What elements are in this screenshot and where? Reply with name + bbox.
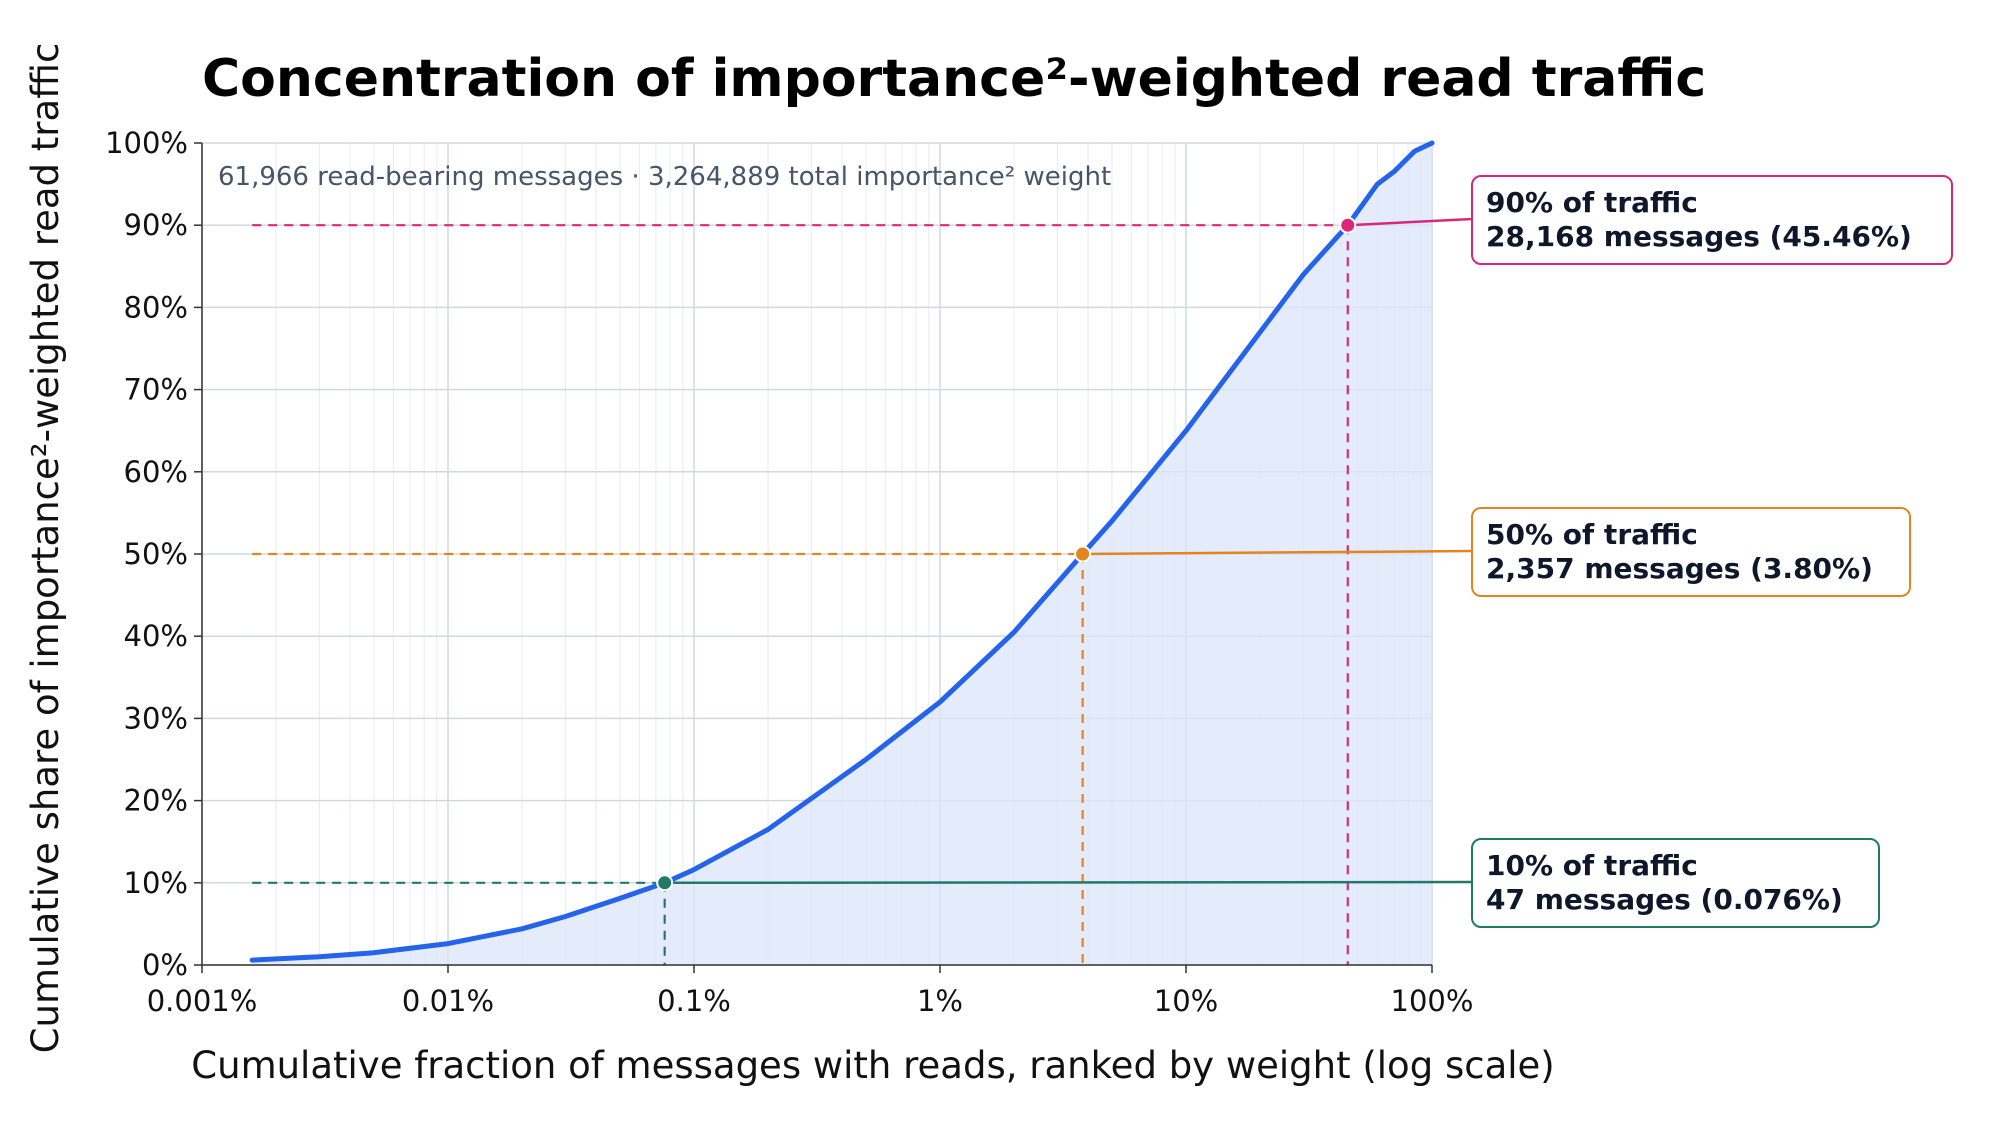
p90-label-line1: 90% of traffic xyxy=(1486,186,1698,219)
p10-connector xyxy=(664,880,1473,885)
y-tick-label: 30% xyxy=(124,701,188,735)
area-fill xyxy=(252,143,1433,965)
chart-title: Concentration of importance²-weighted re… xyxy=(202,49,1706,109)
p50-label-line2: 2,357 messages (3.80%) xyxy=(1486,552,1873,585)
p90-marker xyxy=(1339,216,1357,234)
y-tick-label: 20% xyxy=(124,784,188,818)
p50-label-box xyxy=(1471,507,1911,597)
plot-area: 0.001% 0.01% 0.1% 1% 10% 100% 0% 10% 20% 30% 40% 50… xyxy=(105,126,1473,1018)
y-tick-label: 50% xyxy=(124,537,188,571)
y-axis-label: Cumulative share of importance²-weighted… xyxy=(24,43,67,1054)
y-tick-label: 10% xyxy=(124,866,188,900)
p10-label-box xyxy=(1471,838,1880,928)
p10-label-line2: 47 messages (0.076%) xyxy=(1486,883,1843,916)
p50-marker xyxy=(1074,545,1092,563)
p50-connector xyxy=(1082,549,1473,556)
p10-marker xyxy=(656,874,674,892)
cumulative-curve xyxy=(249,140,1435,963)
guide-lines xyxy=(252,224,1349,965)
y-tick-label: 100% xyxy=(105,126,188,160)
y-tick-label: 80% xyxy=(124,290,188,324)
x-tick-label: 100% xyxy=(1391,984,1474,1018)
y-tick-label: 90% xyxy=(124,208,188,242)
x-tick-label: 0.001% xyxy=(147,984,258,1018)
y-tick-label: 60% xyxy=(124,455,188,489)
y-tick-label: 40% xyxy=(124,619,188,653)
chart-subtitle: 61,966 read-bearing messages · 3,264,889… xyxy=(218,162,1111,192)
y-tick-label: 0% xyxy=(142,948,188,982)
x-axis-label: Cumulative fraction of messages with rea… xyxy=(191,1044,1554,1087)
x-tick-label: 0.1% xyxy=(657,984,731,1018)
p50-label-line1: 50% of traffic xyxy=(1486,518,1698,551)
p90-label-line2: 28,168 messages (45.46%) xyxy=(1486,220,1912,253)
y-tick-label: 70% xyxy=(124,373,188,407)
x-tick-label: 1% xyxy=(917,984,963,1018)
x-tick-label: 10% xyxy=(1154,984,1218,1018)
p10-label-line1: 10% of traffic xyxy=(1486,849,1698,882)
x-tick-label: 0.01% xyxy=(402,984,494,1018)
p90-connector xyxy=(1347,217,1473,227)
p90-label-box xyxy=(1471,175,1953,265)
